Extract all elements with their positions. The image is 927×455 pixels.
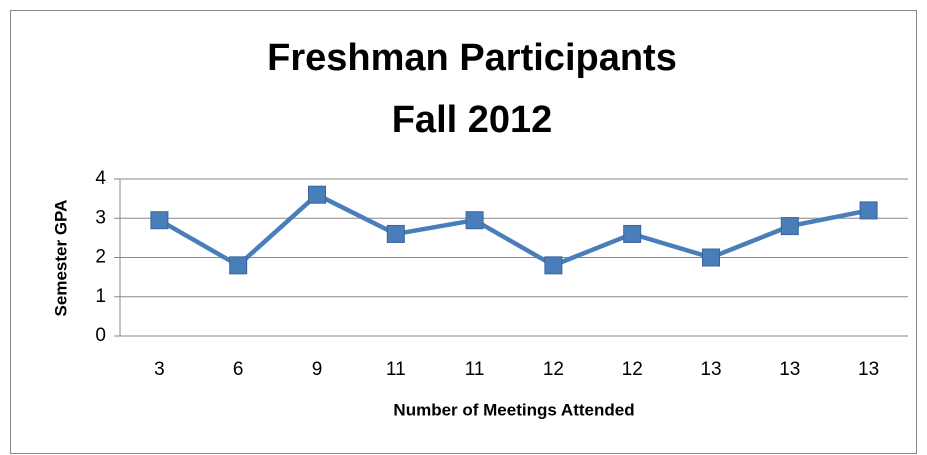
data-point	[150, 211, 169, 230]
x-tick-label: 11	[465, 359, 485, 380]
y-tick-label: 1	[95, 286, 106, 307]
chart-title: Freshman Participants	[267, 37, 677, 79]
data-point	[465, 211, 484, 230]
data-point	[229, 256, 248, 275]
chart-title: Fall 2012	[392, 99, 553, 141]
y-tick-label: 2	[95, 247, 106, 268]
series-line	[158, 192, 870, 268]
x-tick-label: 3	[154, 359, 165, 380]
data-point	[386, 224, 405, 243]
x-tick-label: 9	[312, 359, 323, 380]
y-axis-title: Semester GPA	[51, 200, 70, 317]
x-tick-label: 11	[386, 359, 406, 380]
x-axis-title: Number of Meetings Attended	[393, 400, 634, 419]
x-tick-label: 6	[233, 359, 244, 380]
x-tick-label: 13	[700, 359, 721, 380]
x-tick-label: 13	[858, 359, 879, 380]
y-tick-label: 3	[95, 207, 106, 228]
y-tick-label: 4	[95, 168, 106, 189]
x-tick-label: 13	[779, 359, 800, 380]
data-point	[308, 185, 326, 204]
data-point	[544, 256, 563, 275]
chart-frame	[10, 10, 917, 454]
data-point	[859, 201, 878, 220]
data-point	[623, 224, 642, 243]
data-point	[780, 217, 799, 236]
data-point	[702, 248, 720, 267]
y-tick-label: 0	[95, 325, 106, 346]
x-tick-label: 12	[543, 359, 564, 380]
x-tick-label: 12	[622, 359, 643, 380]
